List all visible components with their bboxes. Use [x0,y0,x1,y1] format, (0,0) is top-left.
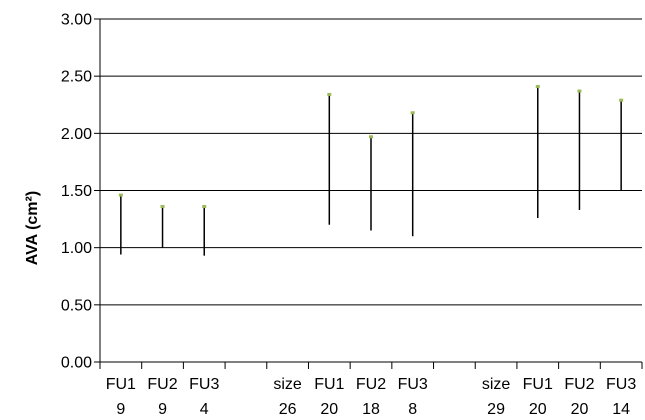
x-category-label: FU1 [523,376,553,393]
top-marker [369,135,373,139]
y-tick-labels: 0.00 0.50 1.00 1.50 2.00 2.50 3.00 [61,12,92,372]
top-marker [410,111,415,115]
x-sample-size-label: 9 [116,401,125,418]
x-sample-size-label: 4 [200,401,209,418]
y-tick-label: 0.50 [61,297,92,314]
x-category-label: size [273,376,302,393]
x-sample-size-label: 20 [529,401,547,418]
y-tick-label: 2.50 [61,69,92,86]
top-marker [202,205,207,209]
x-sample-size-label: 26 [279,401,297,418]
x-sample-size-label: 20 [320,401,338,418]
x-category-label: FU3 [398,376,428,393]
y-tick-label: 1.50 [61,183,92,200]
x-category-label: FU2 [356,376,386,393]
x-category-label: FU1 [106,376,136,393]
range-lines [118,84,624,256]
x-category-label: size [482,376,511,393]
x-sample-size-label: 14 [612,401,630,418]
x-category-label: FU2 [147,376,177,393]
x-category-label: FU3 [606,376,636,393]
y-tick-label: 1.00 [61,240,92,257]
top-marker [118,193,123,197]
top-marker [577,89,582,93]
top-marker [535,84,540,88]
axes [94,18,643,369]
x-category-labels: FU1 9 FU2 9 FU3 4 size 26 FU1 20 FU2 18 FU3 8 size 29 FU… [106,376,637,418]
y-tick-label: 3.00 [61,12,92,29]
top-marker [160,205,165,209]
y-axis-title: AVA (cm²) [24,191,41,265]
x-sample-size-label: 29 [487,401,505,418]
x-sample-size-label: 9 [158,401,167,418]
y-tick-label: 0.00 [61,355,92,372]
top-marker [327,92,332,96]
x-sample-size-label: 20 [571,401,589,418]
x-category-label: FU1 [314,376,344,393]
x-sample-size-label: 18 [362,401,380,418]
x-category-label: FU3 [189,376,219,393]
top-marker [619,98,624,102]
y-tick-label: 2.00 [61,126,92,143]
x-sample-size-label: 8 [408,401,417,418]
x-category-label: FU2 [564,376,594,393]
